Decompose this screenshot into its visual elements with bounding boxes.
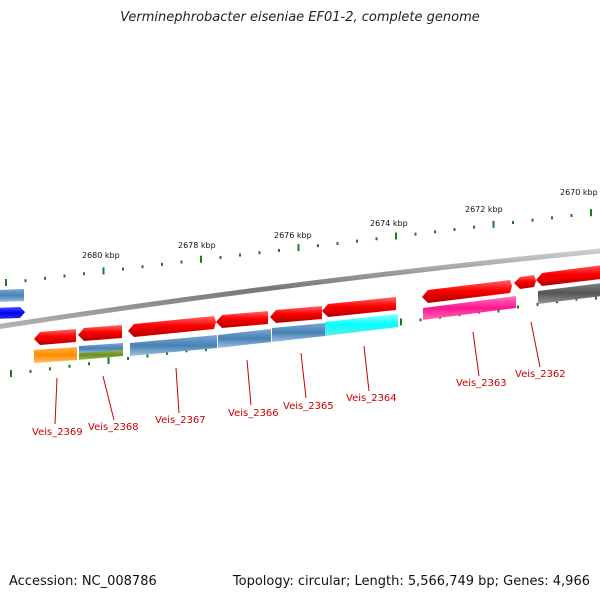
outer-tick (356, 239, 358, 243)
outer-tick (570, 214, 573, 218)
outer-tick (5, 279, 7, 286)
inner-tick (146, 354, 149, 358)
outer-tick (551, 216, 553, 220)
scale-label-2672: 2672 kbp (465, 205, 503, 214)
gene-red-6 (322, 297, 396, 317)
scale-label-2678: 2678 kbp (178, 241, 216, 250)
inner-tick (49, 367, 51, 371)
gene-partial-blue (0, 307, 25, 319)
gene-label-veis-2362: Veis_2362 (515, 369, 566, 380)
outer-tick (278, 248, 280, 252)
inner-tick (419, 318, 422, 322)
leader-lines (54, 321, 541, 425)
gene-partial-steel (0, 289, 24, 302)
inner-tick (556, 300, 558, 304)
gene-label-veis-2363: Veis_2363 (456, 378, 507, 389)
gene-red-4 (216, 311, 268, 328)
gene-veis-2369 (34, 347, 77, 363)
gene-veis-2367 (130, 335, 217, 356)
outer-tick (590, 209, 592, 217)
outer-tick (63, 274, 66, 278)
inner-tick (127, 357, 129, 361)
outer-tick (200, 255, 202, 263)
gene-label-veis-2368: Veis_2368 (88, 422, 139, 433)
outer-tick (141, 265, 144, 269)
outer-tick (317, 244, 319, 248)
inner-tick (29, 369, 32, 373)
outer-tick (473, 225, 475, 229)
inner-tick (400, 318, 402, 326)
outer-tick (102, 267, 105, 275)
gene-veis-2364 (325, 314, 398, 336)
inner-tick (68, 364, 71, 368)
gene-label-veis-2365: Veis_2365 (283, 401, 334, 412)
scale-label-2676: 2676 kbp (274, 231, 312, 240)
outer-tick (512, 221, 514, 225)
genome-summary-text: Topology: circular; Length: 5,566,749 bp… (232, 574, 590, 589)
genome-backbone (0, 248, 600, 329)
gene-label-veis-2366: Veis_2366 (228, 408, 279, 419)
gene-red-3 (128, 316, 216, 337)
inner-tick (107, 357, 110, 365)
outer-tick (531, 218, 534, 222)
outer-tick (414, 232, 417, 236)
outer-tick (219, 255, 222, 259)
outer-tick (122, 267, 124, 271)
gene-red-1 (34, 329, 76, 345)
outer-tick (44, 276, 46, 280)
outer-tick (239, 253, 241, 257)
gene-veis-2363 (423, 296, 516, 320)
scale-label-2680: 2680 kbp (82, 251, 120, 260)
gene-veis-2368 (79, 350, 123, 360)
genome-title: Verminephrobacter eiseniae EF01-2, compl… (120, 10, 480, 25)
scale-label-2674: 2674 kbp (370, 219, 408, 228)
scale-ticks-outer (5, 209, 592, 286)
gene-label-veis-2364: Veis_2364 (346, 393, 397, 404)
outer-tick (336, 241, 339, 245)
gene-red-8 (514, 275, 536, 289)
accession-text: Accession: NC_008786 (9, 574, 157, 589)
gene-label-veis-2367: Veis_2367 (155, 415, 206, 426)
inner-tick (536, 302, 539, 306)
outer-tick (492, 220, 495, 228)
outer-tick (375, 237, 378, 241)
outer-tick (297, 244, 300, 252)
gene-veis-2362 (538, 283, 600, 304)
outer-tick (258, 251, 261, 255)
outer-tick (180, 260, 183, 264)
scale-label-2670: 2670 kbp (560, 188, 598, 197)
gene-red-2 (78, 325, 122, 341)
gene-red-9 (536, 265, 600, 286)
gene-red-5 (270, 306, 322, 323)
gene-veis-2366 (218, 329, 271, 348)
inner-tick (166, 351, 168, 355)
inner-tick (517, 305, 519, 309)
inner-tick (575, 297, 578, 301)
outer-tick (434, 230, 436, 234)
gene-veis-2365 (272, 323, 325, 342)
outer-tick (453, 227, 456, 231)
outer-tick (83, 272, 85, 276)
gene-red-7 (422, 280, 512, 303)
inner-tick (10, 370, 12, 377)
inner-tick (88, 362, 90, 366)
gene-label-veis-2369: Veis_2369 (32, 427, 83, 438)
outer-tick (161, 262, 163, 266)
outer-tick (395, 232, 397, 240)
outer-tick (24, 279, 27, 283)
